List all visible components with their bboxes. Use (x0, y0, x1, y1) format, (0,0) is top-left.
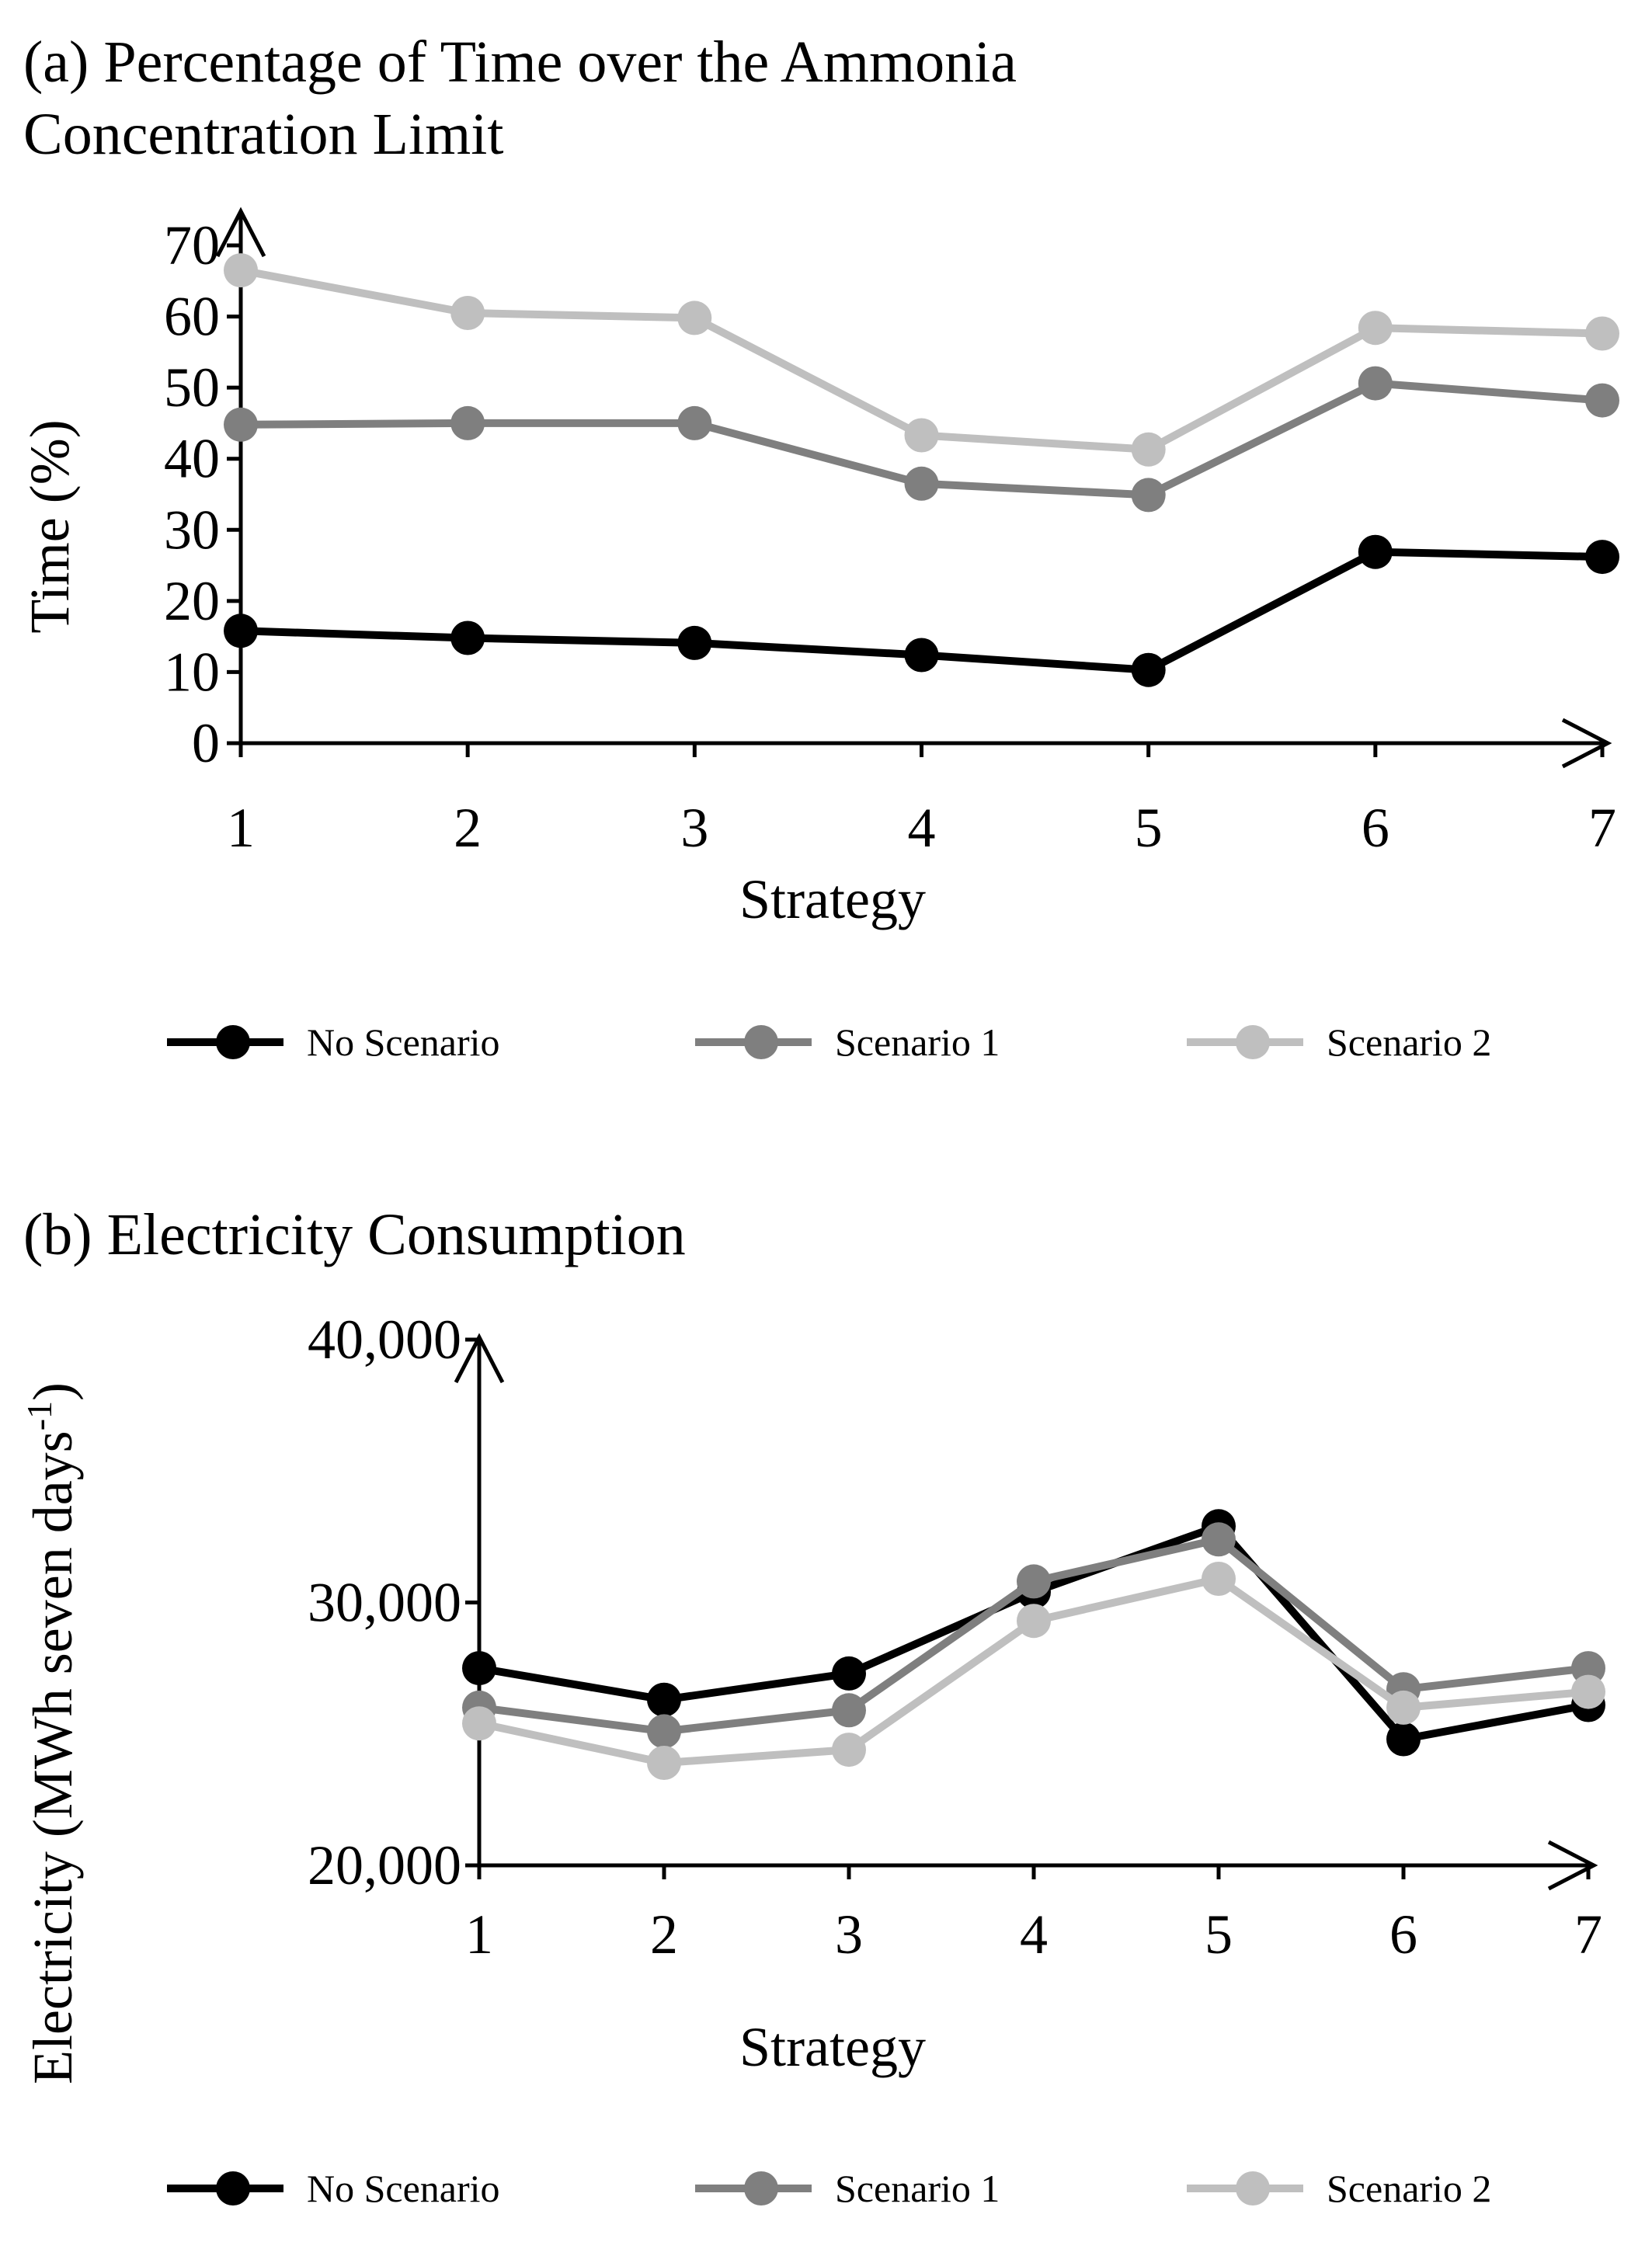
chart-a-x-axis-label: Strategy (739, 868, 926, 930)
chart-a-y-tick-label: 70 (164, 214, 220, 276)
chart-b-y-ticks: 20,000 30,000 40,000 (308, 1309, 479, 1896)
chart-a-point-scenario-2 (450, 296, 485, 330)
chart-a-title-line-1: (a) Percentage of Time over the Ammonia (23, 30, 1017, 95)
chart-a-y-tick-label: 30 (164, 499, 220, 561)
chart-b-point-no-scenario (1386, 1722, 1421, 1757)
chart-b-y-tick-label: 30,000 (308, 1572, 461, 1634)
chart-a-legend: No Scenario Scenario 1 Scenario 2 (167, 1020, 1491, 1064)
chart-b-point-scenario-1 (1571, 1651, 1605, 1686)
chart-a-point-scenario-1 (450, 405, 485, 440)
chart-a-x-tick-label: 2 (454, 797, 482, 859)
chart-b-point-no-scenario (462, 1651, 496, 1686)
chart-b-point-scenario-2 (1571, 1674, 1605, 1709)
chart-a-y-tick-label: 0 (192, 712, 220, 774)
chart-a-point-scenario-2 (1358, 311, 1393, 346)
chart-a-point-no-scenario (904, 638, 939, 673)
chart-a-point-scenario-1 (677, 405, 712, 440)
chart-b-legend: No Scenario Scenario 1 Scenario 2 (167, 2167, 1491, 2210)
chart-b-y-tick-label: 20,000 (308, 1834, 461, 1896)
chart-a-y-axis-label: Time (%) (19, 419, 81, 633)
chart-b-y-axis-arrow (454, 1333, 505, 1384)
chart-a-point-scenario-2 (677, 301, 712, 335)
chart-a-x-axis-arrow (1561, 718, 1612, 769)
chart-a-x-tick-label: 6 (1362, 797, 1389, 859)
chart-a-point-no-scenario (677, 625, 712, 660)
chart-a-legend-marker-no-scenario (216, 1025, 250, 1059)
chart-b-x-axis-label: Strategy (739, 2016, 926, 2078)
chart-a-legend-marker-scenario-1 (744, 1025, 778, 1059)
chart-a-y-tick-label: 20 (164, 570, 220, 632)
chart-a-x-tick-label: 7 (1588, 797, 1616, 859)
chart-b-y-axis-label-main: Electricity (MWh seven days (22, 1430, 84, 2084)
chart-a-point-scenario-2 (1131, 432, 1166, 467)
chart-a-point-scenario-2 (904, 418, 939, 453)
chart-b-x-tick-label: 7 (1574, 1903, 1602, 1966)
chart-a-y-tick-label: 60 (164, 286, 220, 348)
chart-b-point-scenario-1 (647, 1714, 681, 1749)
chart-a-title-line-2: Concentration Limit (23, 102, 503, 167)
chart-a-point-scenario-1 (1585, 383, 1619, 418)
chart-b-point-scenario-1 (1017, 1564, 1051, 1599)
chart-b-legend-label-scenario-1: Scenario 1 (835, 2167, 1000, 2210)
chart-a-legend-label-scenario-2: Scenario 2 (1327, 1020, 1491, 1064)
chart-a-point-scenario-1 (224, 407, 258, 442)
chart-b-y-axis-label-close: ) (22, 1382, 84, 1401)
chart-a-x-tick-label: 5 (1135, 797, 1163, 859)
chart-b-legend-label-no-scenario: No Scenario (307, 2167, 500, 2210)
chart-b-point-scenario-2 (462, 1706, 496, 1741)
chart-b-x-tick-label: 1 (465, 1903, 493, 1966)
chart-a-x-ticks: 1 2 3 4 5 6 7 (227, 743, 1616, 859)
chart-a-point-scenario-1 (904, 466, 939, 501)
chart-b-point-scenario-2 (647, 1746, 681, 1780)
chart-a-y-tick-label: 40 (164, 428, 220, 490)
chart-b-point-no-scenario (832, 1656, 866, 1691)
chart-a-point-scenario-1 (1131, 478, 1166, 513)
chart-b-point-scenario-2 (832, 1733, 866, 1768)
chart-b-point-scenario-2 (1202, 1562, 1236, 1596)
chart-b-x-ticks: 1 2 3 4 5 6 7 (465, 1865, 1602, 1966)
chart-b-x-tick-label: 2 (650, 1903, 678, 1966)
chart-a-x-tick-label: 1 (227, 797, 255, 859)
chart-a-legend-label-no-scenario: No Scenario (307, 1020, 500, 1064)
chart-a-x-tick-label: 3 (680, 797, 708, 859)
chart-a-y-axis-arrow (215, 207, 266, 258)
chart-b-point-scenario-1 (1202, 1522, 1236, 1557)
chart-b-x-tick-label: 6 (1389, 1903, 1417, 1966)
chart-a-y-tick-label: 10 (164, 641, 220, 703)
chart-a-legend-marker-scenario-2 (1236, 1025, 1270, 1059)
chart-a-y-tick-label: 50 (164, 356, 220, 419)
chart-b-point-scenario-1 (832, 1693, 866, 1728)
chart-b-x-tick-label: 3 (835, 1903, 863, 1966)
chart-b-legend-marker-scenario-1 (744, 2171, 778, 2206)
chart-b-point-no-scenario (647, 1682, 681, 1717)
chart-b-legend-marker-scenario-2 (1236, 2171, 1270, 2206)
chart-b-series (462, 1509, 1605, 1780)
chart-b-title: (b) Electricity Consumption (23, 1202, 686, 1267)
chart-a-point-scenario-2 (224, 253, 258, 288)
chart-ammonia-time: (a) Percentage of Time over the Ammonia … (19, 30, 1619, 1064)
chart-b-y-axis-label-sup: -1 (19, 1401, 59, 1430)
chart-a-point-scenario-2 (1585, 316, 1619, 351)
chart-a-y-ticks: 0 10 20 30 40 50 60 70 (164, 214, 241, 774)
chart-b-y-axis-label: Electricity (MWh seven days-1) (19, 1382, 84, 2084)
chart-a-series (224, 253, 1619, 687)
chart-a-x-tick-label: 4 (908, 797, 936, 859)
chart-a-point-no-scenario (450, 620, 485, 655)
chart-b-point-scenario-2 (1386, 1690, 1421, 1725)
chart-electricity: (b) Electricity Consumption 20,000 30,000… (19, 1202, 1605, 2210)
chart-b-legend-marker-no-scenario (216, 2171, 250, 2206)
chart-a-point-scenario-1 (1358, 366, 1393, 401)
chart-b-x-tick-label: 5 (1205, 1903, 1233, 1966)
chart-a-point-no-scenario (1585, 540, 1619, 575)
chart-a-legend-label-scenario-1: Scenario 1 (835, 1020, 1000, 1064)
chart-a-point-no-scenario (1131, 652, 1166, 687)
chart-b-x-axis-arrow (1547, 1840, 1598, 1891)
chart-b-x-tick-label: 4 (1020, 1903, 1048, 1966)
chart-b-point-scenario-2 (1017, 1604, 1051, 1639)
chart-b-y-tick-label: 40,000 (308, 1309, 461, 1371)
chart-b-legend-label-scenario-2: Scenario 2 (1327, 2167, 1491, 2210)
chart-a-point-no-scenario (224, 614, 258, 648)
chart-a-point-no-scenario (1358, 534, 1393, 569)
